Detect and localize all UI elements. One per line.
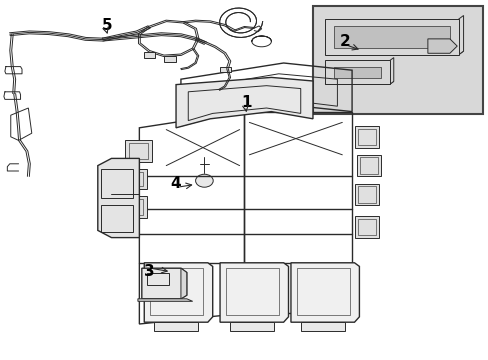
Polygon shape <box>333 26 449 48</box>
Polygon shape <box>229 322 273 331</box>
Polygon shape <box>354 216 378 238</box>
Text: 3: 3 <box>143 264 154 279</box>
Polygon shape <box>354 126 378 148</box>
Text: 1: 1 <box>241 95 252 110</box>
Polygon shape <box>98 158 139 238</box>
Polygon shape <box>117 169 146 189</box>
Polygon shape <box>220 67 230 72</box>
Polygon shape <box>312 6 482 114</box>
Polygon shape <box>290 263 359 322</box>
Polygon shape <box>300 322 344 331</box>
Text: 5: 5 <box>102 18 113 33</box>
Polygon shape <box>220 263 288 322</box>
Polygon shape <box>120 196 146 218</box>
Polygon shape <box>144 263 212 322</box>
Polygon shape <box>163 56 176 62</box>
Text: 4: 4 <box>170 176 181 191</box>
Polygon shape <box>181 268 186 299</box>
Polygon shape <box>124 140 151 162</box>
Circle shape <box>195 174 213 187</box>
Polygon shape <box>144 52 155 58</box>
Polygon shape <box>333 67 380 78</box>
Polygon shape <box>325 51 463 55</box>
Text: 2: 2 <box>339 34 349 49</box>
Polygon shape <box>427 39 456 53</box>
Polygon shape <box>325 60 389 84</box>
Polygon shape <box>354 184 378 205</box>
Polygon shape <box>325 19 458 55</box>
Polygon shape <box>389 58 393 84</box>
Polygon shape <box>458 15 463 55</box>
Polygon shape <box>356 155 381 176</box>
Polygon shape <box>154 322 198 331</box>
Polygon shape <box>142 268 186 299</box>
Polygon shape <box>138 299 192 301</box>
Polygon shape <box>176 77 312 128</box>
Polygon shape <box>325 81 393 84</box>
